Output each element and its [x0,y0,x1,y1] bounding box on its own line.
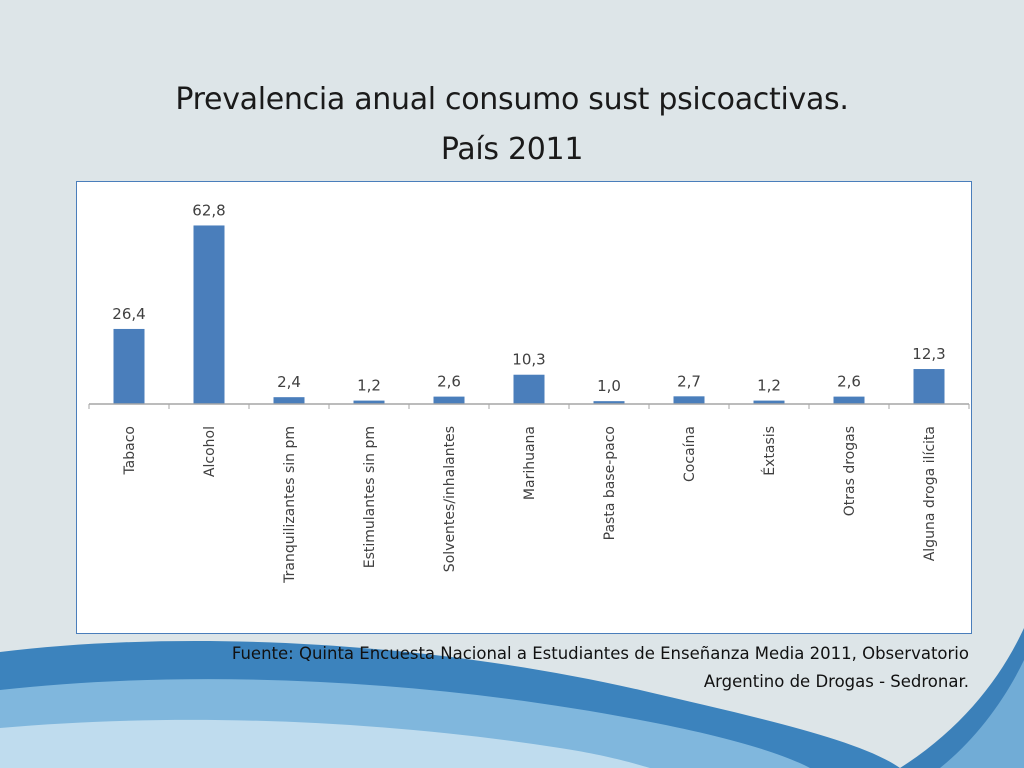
data-label-1: 62,8 [192,201,225,219]
data-label-10: 12,3 [912,345,945,363]
data-label-2: 2,4 [277,373,301,391]
category-label-5: Marihuana [522,426,538,500]
data-label-5: 10,3 [512,351,545,369]
category-label-9: Otras drogas [842,426,858,516]
bar-0 [113,328,145,404]
bar-2 [273,397,305,404]
category-label-7: Cocaína [682,426,698,482]
bar-3 [353,400,385,404]
bar-7 [673,396,705,404]
slide-title-line1: Prevalencia anual consumo sust psicoacti… [175,82,849,117]
bar-1 [193,225,225,404]
category-label-10: Alguna droga ilícita [922,426,938,561]
source-line1: Fuente: Quinta Encuesta Nacional a Estud… [231,644,969,663]
category-labels-group: Tabaco Alcohol Tranquilizantes sin pm Estim… [122,426,938,584]
chart-panel: 26,4 62,8 2,4 1,2 2,6 10,3 1,0 2,7 1,2 2,6 12,3 Ta… [76,181,972,634]
bar-6 [593,401,625,404]
category-label-8: Éxtasis [761,426,778,476]
data-label-4: 2,6 [437,373,461,391]
category-label-2: Tranquilizantes sin pm [282,426,298,584]
bar-4 [433,396,465,404]
x-axis-group [88,403,970,409]
category-label-6: Pasta base-paco [602,426,618,540]
data-label-0: 26,4 [112,305,145,323]
data-label-7: 2,7 [677,372,701,390]
category-label-4: Solventes/inhalantes [442,426,458,572]
data-label-6: 1,0 [597,377,621,395]
bar-chart: 26,4 62,8 2,4 1,2 2,6 10,3 1,0 2,7 1,2 2,6 12,3 Ta… [88,201,970,584]
wave-band-pale [0,719,650,768]
category-label-1: Alcohol [202,426,218,477]
data-label-3: 1,2 [357,377,381,395]
data-label-8: 1,2 [757,377,781,395]
bars-group [113,225,945,404]
bar-9 [833,396,865,404]
bar-8 [753,400,785,404]
bar-5 [513,374,545,404]
bar-10 [913,369,945,404]
category-label-0: Tabaco [122,426,138,476]
value-labels-group: 26,4 62,8 2,4 1,2 2,6 10,3 1,0 2,7 1,2 2,6 12,3 [112,201,945,395]
source-line2: Argentino de Drogas - Sedronar. [703,672,969,691]
slide-title-line2: País 2011 [440,132,584,167]
category-label-3: Estimulantes sin pm [362,426,378,568]
wave-corner-right-light [940,660,1024,768]
data-label-9: 2,6 [837,373,861,391]
